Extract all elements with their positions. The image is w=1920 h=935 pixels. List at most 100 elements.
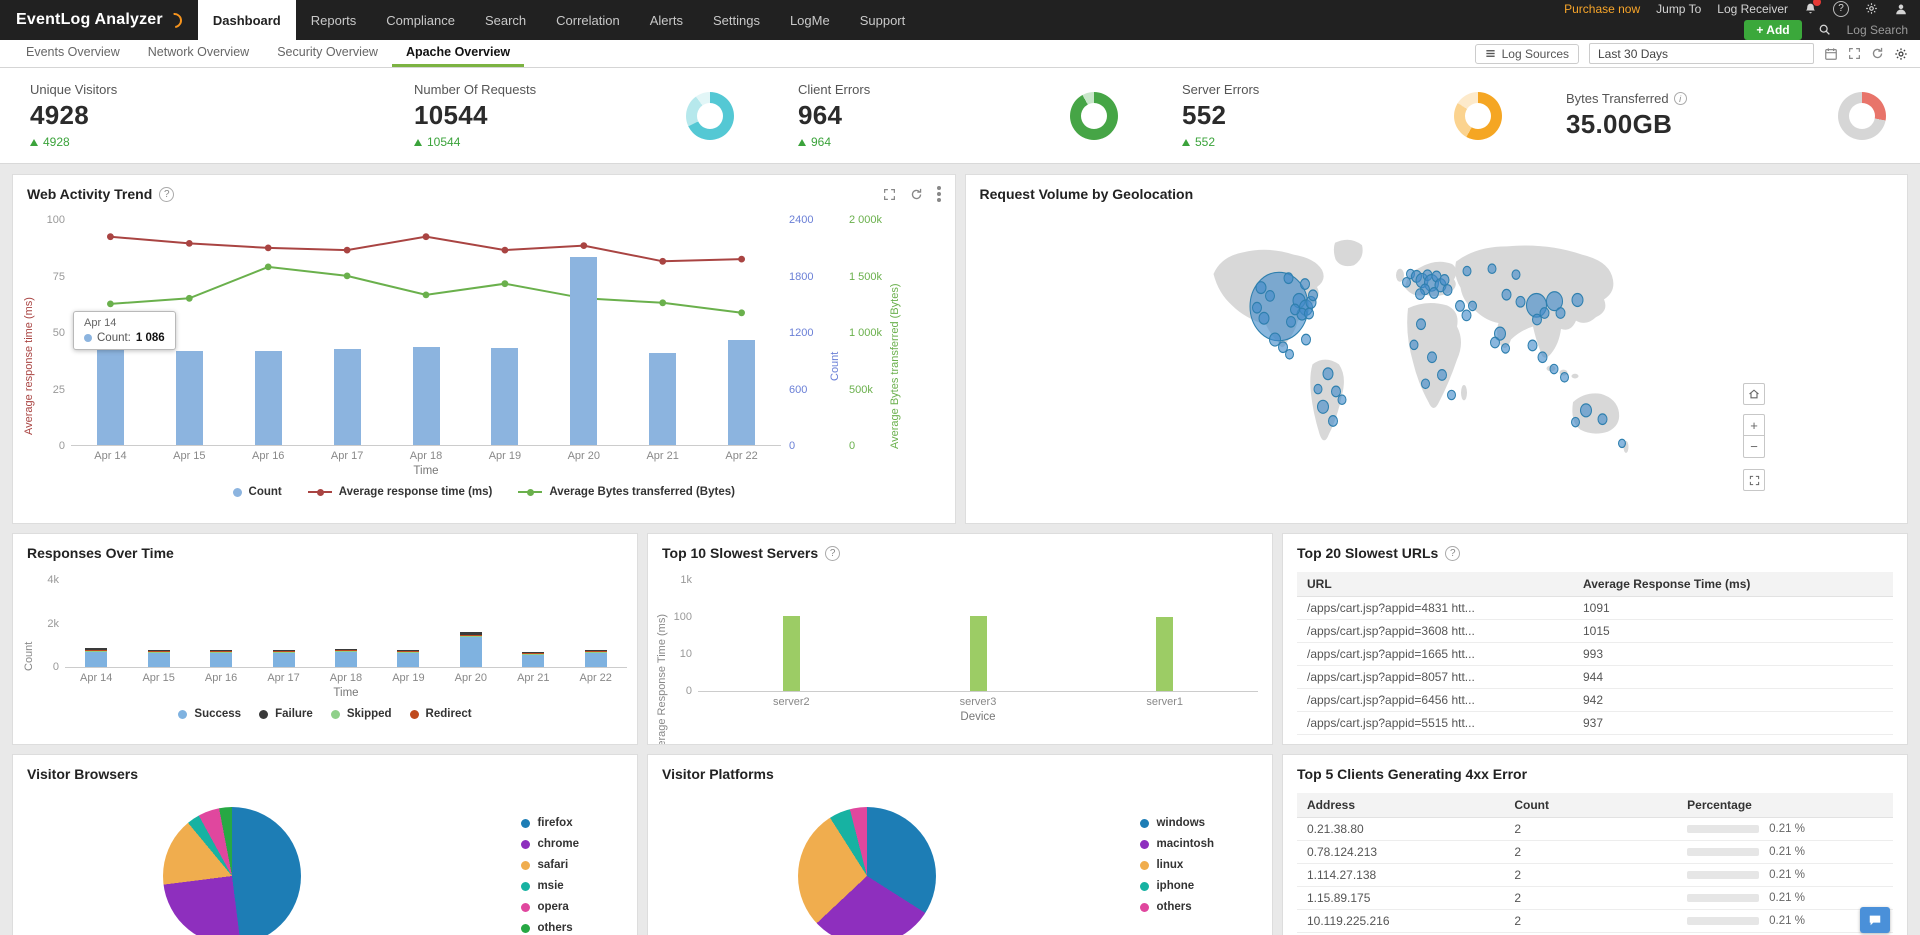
expand-icon[interactable] [1848, 47, 1861, 60]
legend-item[interactable]: opera [521, 901, 579, 913]
tab-events-overview[interactable]: Events Overview [26, 45, 120, 59]
percentage-bar [1687, 894, 1760, 902]
legend-item[interactable]: iphone [1140, 880, 1214, 892]
table-row[interactable]: /apps/cart.jsp?appid=1665 htt... 993 [1297, 643, 1893, 666]
map-zoom-out-button[interactable]: − [1743, 436, 1765, 458]
legend-item[interactable]: Average Bytes transferred (Bytes) [518, 486, 735, 498]
map-zoom-in-button[interactable]: + [1743, 414, 1765, 436]
legend-item[interactable]: others [521, 922, 579, 934]
axis-tick: 0 [685, 685, 692, 697]
x-axis-tick: server2 [772, 696, 810, 708]
focus-icon[interactable] [883, 188, 896, 201]
nav-item-alerts[interactable]: Alerts [649, 12, 683, 28]
calendar-icon[interactable] [1824, 47, 1838, 61]
table-row[interactable]: /apps/cart.jsp?appid=4831 htt... 1091 [1297, 597, 1893, 620]
kpi-donut-chart [1838, 91, 1886, 140]
legend-item[interactable]: firefox [521, 817, 579, 829]
legend-item[interactable]: msie [521, 880, 579, 892]
help-icon[interactable]: ? [825, 545, 841, 561]
legend-item[interactable]: Redirect [409, 708, 472, 720]
axis-tick: 1800 [789, 270, 814, 283]
tab-apache-overview[interactable]: Apache Overview [391, 40, 525, 67]
table-row[interactable]: /apps/cart.jsp?appid=6456 htt... 942 [1297, 689, 1893, 712]
bar-segment-success [522, 654, 545, 667]
log-receiver-link[interactable]: Log Receiver [1717, 1, 1788, 16]
nav-item-reports[interactable]: Reports [310, 12, 357, 28]
percentage-value: 0.21 % [1769, 915, 1805, 927]
legend-item[interactable]: linux [1140, 859, 1214, 871]
nav-item-dashboard[interactable]: Dashboard [197, 0, 296, 40]
nav-item-correlation[interactable]: Correlation [556, 12, 620, 28]
legend-item[interactable]: Skipped [330, 708, 392, 720]
bar-segment-redirect [584, 650, 607, 652]
world-map[interactable] [1186, 218, 1686, 513]
table-row[interactable]: 10.119.225.216 2 0.21 % [1297, 910, 1893, 933]
search-icon[interactable] [1818, 23, 1831, 36]
more-options-icon[interactable] [936, 192, 941, 196]
tab-network-overview[interactable]: Network Overview [147, 45, 250, 59]
legend-item[interactable]: windows [1140, 817, 1214, 829]
help-icon[interactable]: ? [1833, 0, 1849, 17]
table-row[interactable]: 1.15.89.175 2 0.21 % [1297, 887, 1893, 910]
log-search-button[interactable]: Log Search [1846, 22, 1908, 37]
legend-item[interactable]: safari [521, 859, 579, 871]
card-title: Top 20 Slowest URLs [1297, 545, 1439, 561]
y-axis-ticks-right-bytes: 2 000k 1 500k 1 000k 500k 0 [841, 215, 889, 452]
table-row[interactable]: 1.114.27.138 2 0.21 % [1297, 864, 1893, 887]
legend-item[interactable]: Count [232, 486, 282, 498]
topbar-links-row: Purchase now Jump To Log Receiver ? [1564, 0, 1908, 17]
count-bar [175, 350, 203, 445]
nav-item-logme[interactable]: LogMe [789, 12, 830, 28]
dashboard-content: Web Activity Trend ? Average response ti… [0, 164, 1920, 935]
settings-gear-icon[interactable] [1865, 2, 1878, 15]
axis-tick: 0 [58, 440, 65, 452]
nav-item-search[interactable]: Search [484, 12, 527, 28]
x-axis-tick: Apr 14 [80, 672, 113, 684]
map-fullscreen-button[interactable] [1743, 469, 1765, 491]
legend-item[interactable]: chrome [521, 838, 579, 850]
table-row[interactable]: /apps/cart.jsp?appid=3608 htt... 1015 [1297, 620, 1893, 643]
refresh-icon[interactable] [910, 188, 923, 201]
card-title: Visitor Platforms [662, 766, 774, 782]
user-avatar[interactable] [1894, 2, 1908, 16]
log-sources-button[interactable]: Log Sources [1474, 43, 1579, 64]
table-row[interactable]: 0.78.124.213 2 0.21 % [1297, 841, 1893, 864]
map-home-button[interactable] [1743, 383, 1765, 405]
legend-item[interactable]: macintosh [1140, 838, 1214, 850]
card-title: Top 10 Slowest Servers [662, 545, 819, 561]
stacked-bar [522, 651, 545, 667]
jump-to-link[interactable]: Jump To [1656, 1, 1702, 16]
chart-legend: Success Failure Skipped Redirect [13, 708, 637, 720]
table-row[interactable]: 0.21.38.80 2 0.21 % [1297, 818, 1893, 841]
dashboard-settings-gear-icon[interactable] [1894, 47, 1908, 61]
x-axis-tick: Apr 20 [567, 450, 600, 462]
add-button[interactable]: + Add [1744, 19, 1802, 40]
tab-security-overview[interactable]: Security Overview [277, 45, 378, 59]
legend-marker [521, 860, 531, 870]
legend-item[interactable]: Failure [259, 708, 313, 720]
tooltip-series-dot [84, 334, 92, 342]
legend-item[interactable]: Success [178, 708, 241, 720]
purchase-now-link[interactable]: Purchase now [1564, 1, 1641, 16]
table-row[interactable]: /apps/cart.jsp?appid=5515 htt... 937 [1297, 712, 1893, 735]
nav-item-compliance[interactable]: Compliance [386, 12, 455, 28]
refresh-icon[interactable] [1871, 47, 1884, 60]
kpi-delta: 552 [1182, 135, 1259, 149]
geo-bubble [1549, 363, 1559, 375]
feedback-chat-button[interactable] [1860, 907, 1890, 933]
date-range-select[interactable]: Last 30 Days [1589, 43, 1814, 64]
nav-item-support[interactable]: Support [859, 12, 906, 28]
help-icon[interactable]: ? [159, 186, 175, 202]
legend-item[interactable]: others [1140, 901, 1214, 913]
table-row[interactable]: /apps/cart.jsp?appid=8057 htt... 944 [1297, 666, 1893, 689]
help-icon[interactable]: ? [1445, 545, 1461, 561]
legend-item[interactable]: Average response time (ms) [307, 486, 492, 498]
kpi-value: 4928 [30, 100, 90, 130]
nav-item-settings[interactable]: Settings [712, 12, 760, 28]
kpi-server-errors: Server Errors 552 552 [1152, 68, 1536, 163]
visitor-platforms-card: Visitor Platforms windows macintosh linux i… [647, 754, 1273, 935]
count-cell: 2 [1514, 822, 1522, 836]
info-icon[interactable]: i [1673, 92, 1687, 105]
stacked-bar [210, 650, 233, 667]
notifications-bell-icon[interactable] [1804, 0, 1821, 15]
